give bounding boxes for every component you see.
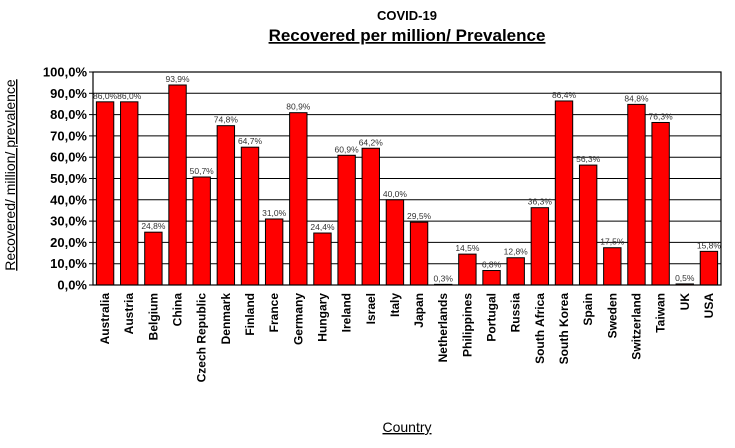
- y-tick-label: 30,0%: [50, 214, 87, 229]
- y-tick-label: 20,0%: [50, 235, 87, 250]
- bar: [240, 146, 260, 286]
- x-tick-label: Denmark: [219, 293, 233, 345]
- data-labels: 86,0% 86,0% 24,8% 93,9% 50,7% 74,8% 64,7% 31,0%…: [93, 74, 721, 283]
- bar: [627, 103, 646, 286]
- bar: [385, 199, 405, 286]
- x-tick-label: Germany: [291, 293, 305, 345]
- y-tick-label: 100,0%: [43, 65, 88, 80]
- bar: [289, 112, 308, 286]
- data-label: 0,5%: [675, 273, 695, 283]
- x-tick-label: UK: [678, 293, 692, 311]
- x-tick-label: Italy: [388, 293, 402, 317]
- chart-subtitle: Recovered per million/ Prevalence: [269, 26, 546, 45]
- bar: [361, 147, 380, 286]
- bars: [95, 84, 719, 286]
- bar: [409, 221, 429, 286]
- data-label: 0,3%: [434, 273, 454, 283]
- y-tick-label: 50,0%: [50, 171, 87, 186]
- data-label: 36,3%: [528, 197, 553, 207]
- y-tick-label: 90,0%: [50, 86, 87, 101]
- x-tick-label: Hungary: [315, 293, 329, 342]
- x-tick-label: Spain: [581, 293, 595, 326]
- bar: [337, 154, 356, 286]
- bar: [120, 101, 139, 286]
- bar: [192, 176, 211, 286]
- y-tick-label: 40,0%: [50, 192, 87, 207]
- data-label: 64,2%: [359, 137, 384, 147]
- data-label: 93,9%: [165, 74, 190, 84]
- x-tick-label: South Africa: [533, 293, 547, 364]
- bar: [699, 250, 719, 286]
- x-tick-label: Switzerland: [629, 293, 643, 360]
- data-label: 86,0%: [117, 91, 142, 101]
- x-tick-label: Taiwan: [654, 293, 668, 333]
- y-tick-label: 60,0%: [50, 150, 87, 165]
- bar: [530, 207, 550, 286]
- y-tick-label: 10,0%: [50, 256, 87, 271]
- data-label: 24,4%: [310, 222, 335, 232]
- x-tick-label: South Korea: [557, 293, 571, 365]
- bar: [506, 257, 525, 286]
- bar: [168, 84, 187, 286]
- bar: [144, 231, 163, 286]
- data-label: 29,5%: [407, 211, 432, 221]
- x-tick-label: Netherlands: [436, 293, 450, 363]
- data-label: 40,0%: [383, 189, 408, 199]
- data-label: 17,5%: [600, 237, 625, 247]
- x-tick-label: Sweden: [605, 293, 619, 338]
- bar: [95, 101, 115, 286]
- x-tick-label: Japan: [412, 293, 426, 328]
- x-tick-label: Russia: [509, 293, 523, 333]
- x-tick-label: France: [267, 293, 281, 333]
- y-tick-label: 70,0%: [50, 128, 87, 143]
- plot-area: [92, 71, 722, 286]
- data-label: 6,8%: [482, 260, 502, 270]
- y-axis-label: Recovered/ million/ prevalence: [2, 79, 18, 271]
- x-tick-labels: Australia Austria Belgium China Czech Republ…: [98, 293, 716, 383]
- data-label: 31,0%: [262, 208, 287, 218]
- x-tick-label: Finland: [243, 293, 257, 336]
- x-axis-label: Country: [382, 419, 431, 435]
- y-tick-label: 80,0%: [50, 107, 87, 122]
- data-label: 12,8%: [504, 247, 529, 257]
- data-label: 80,9%: [286, 102, 311, 112]
- data-label: 50,7%: [190, 166, 215, 176]
- x-tick-label: Philippines: [460, 293, 474, 357]
- data-label: 24,8%: [141, 221, 166, 231]
- data-label: 84,8%: [624, 93, 649, 103]
- y-tick-labels: 0,0% 10,0% 20,0% 30,0% 40,0% 50,0% 60,0% 70,0% 8…: [43, 65, 88, 293]
- x-tick-label: Portugal: [485, 293, 499, 342]
- x-tick-label: China: [171, 293, 185, 327]
- data-label: 86,0%: [93, 91, 118, 101]
- data-label: 76,3%: [649, 111, 674, 121]
- bar: [313, 232, 332, 286]
- bar: [482, 270, 501, 286]
- bar: [651, 121, 670, 286]
- x-tick-label: Belgium: [146, 293, 160, 340]
- x-tick-label: Israel: [364, 293, 378, 324]
- bar: [216, 125, 236, 286]
- data-label: 74,8%: [214, 115, 239, 125]
- data-label: 86,4%: [552, 90, 577, 100]
- data-label: 60,9%: [335, 144, 360, 154]
- x-tick-label: Austria: [122, 293, 136, 335]
- data-label: 56,3%: [576, 154, 601, 164]
- bar: [458, 253, 477, 286]
- bar: [578, 164, 598, 286]
- bar: [603, 247, 622, 286]
- data-label: 64,7%: [238, 136, 263, 146]
- y-tick-label: 0,0%: [57, 278, 87, 293]
- data-label: 14,5%: [455, 243, 480, 253]
- data-label: 15,8%: [697, 240, 722, 250]
- bar: [554, 100, 574, 286]
- x-tick-label: Ireland: [340, 293, 354, 332]
- x-tick-label: Czech Republic: [195, 293, 209, 383]
- bar: [264, 218, 284, 286]
- x-tick-label: USA: [702, 293, 716, 319]
- x-tick-label: Australia: [98, 293, 112, 345]
- chart-title: COVID-19: [377, 8, 437, 23]
